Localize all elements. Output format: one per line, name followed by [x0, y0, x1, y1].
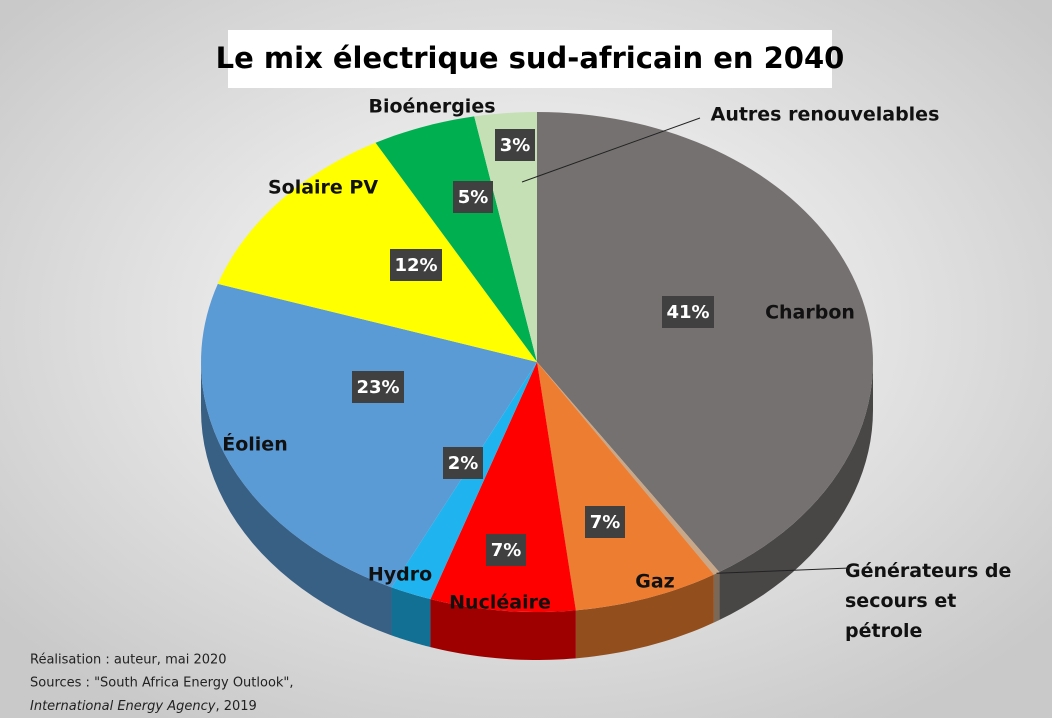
category-label: Éolien [222, 433, 287, 456]
slice [391, 362, 537, 600]
slice-side [575, 574, 714, 659]
note: , 2019 [215, 699, 256, 714]
slice-side [713, 572, 720, 623]
value-label-box [662, 296, 714, 328]
note: Sources : "South Africa Energy Outlook", [30, 676, 294, 691]
slice-side [391, 587, 431, 648]
category-label: Solaire PV [268, 177, 378, 199]
category-label: Bioénergies [368, 96, 495, 118]
slice [201, 283, 537, 588]
slice [430, 362, 576, 612]
slice-side [201, 362, 392, 636]
value-label: 12% [394, 255, 437, 276]
value-label: 3% [500, 135, 531, 156]
category-label: Gaz [635, 571, 674, 593]
category-label: Charbon [765, 302, 855, 324]
note: International Energy Agency [30, 699, 216, 714]
value-label-box [585, 506, 625, 538]
leader-line [716, 567, 851, 574]
value-label: 2% [448, 453, 479, 474]
category-label: Hydro [368, 564, 432, 586]
value-label: 7% [590, 512, 621, 533]
value-label: 23% [356, 377, 399, 398]
value-label-box [486, 534, 526, 566]
slice [537, 362, 720, 575]
title-box [228, 30, 832, 88]
value-label-box [352, 371, 404, 403]
value-label: 5% [458, 187, 489, 208]
chart-title: Le mix électrique sud-africain en 2040 [216, 41, 845, 75]
value-label: 41% [666, 302, 709, 323]
note: International Energy Agency, 2019 [30, 699, 257, 714]
slice [474, 112, 537, 362]
category-label: Générateurs de secours et pétrole [845, 560, 1012, 642]
category-label-box: Générateurs de secours et pétrole [845, 560, 1012, 642]
value-label-box [390, 249, 442, 281]
slice-side [430, 599, 576, 660]
value-label-box [495, 129, 535, 161]
note: Réalisation : auteur, mai 2020 [30, 653, 227, 668]
leader-line [521, 117, 701, 183]
slice [375, 116, 537, 362]
category-label: Autres renouvelables [711, 104, 940, 126]
slice [537, 362, 714, 611]
value-label-box [443, 447, 483, 479]
value-label-box [453, 181, 493, 213]
slice [537, 112, 873, 573]
slice [217, 142, 537, 362]
category-label: Nucléaire [449, 592, 551, 614]
slice-side [719, 362, 873, 621]
value-label: 7% [491, 540, 522, 561]
